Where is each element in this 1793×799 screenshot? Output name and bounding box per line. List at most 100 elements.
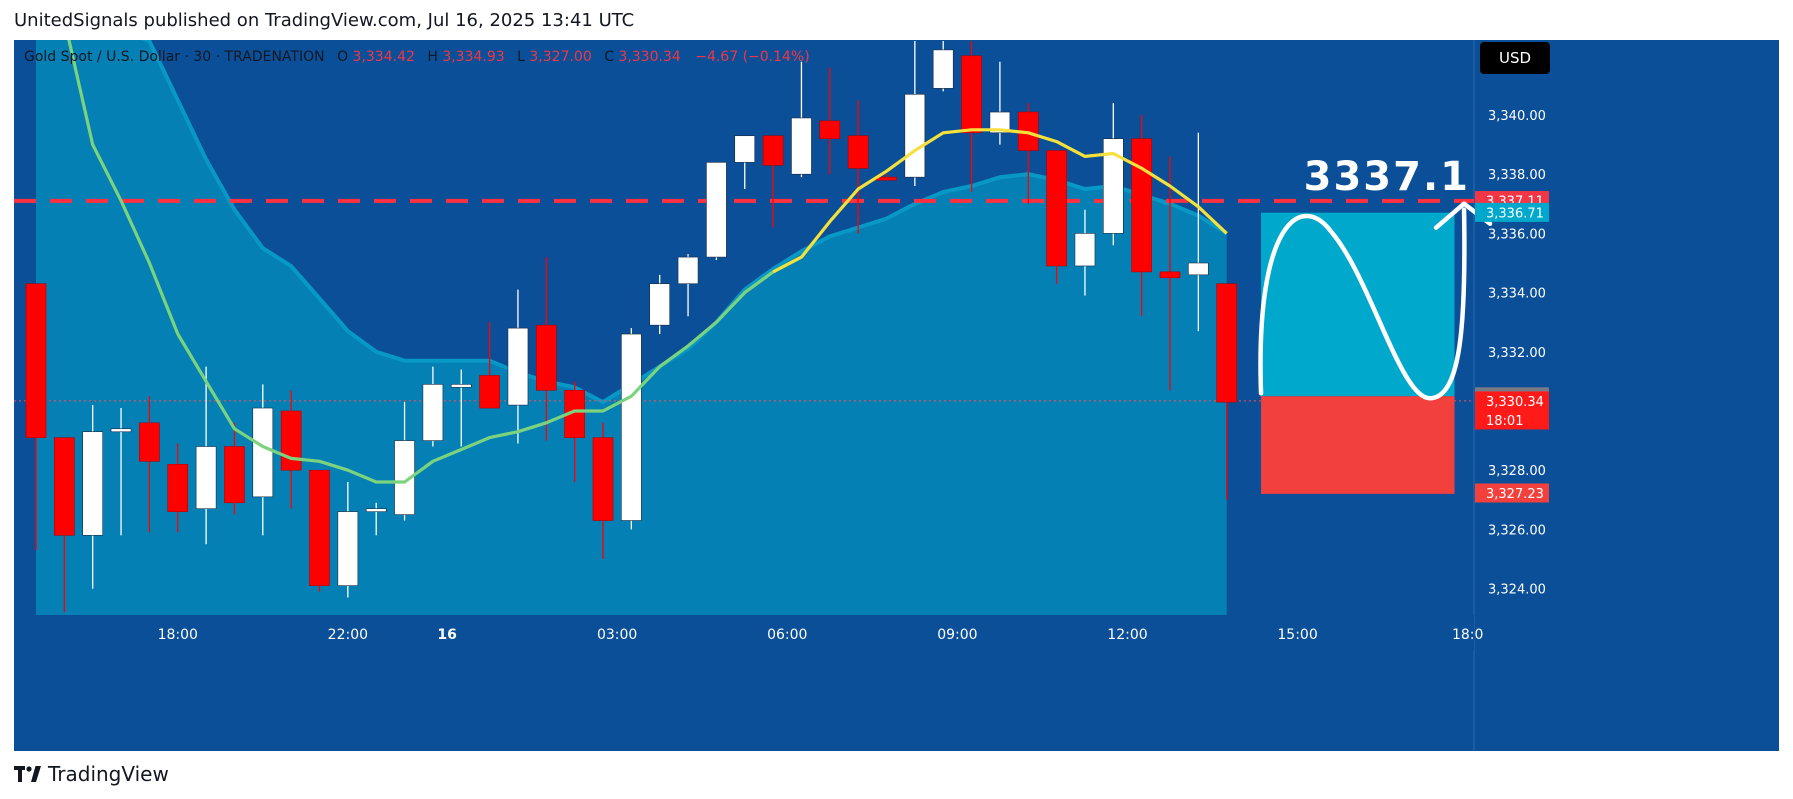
price-tick-label: 3,324.00 <box>1488 583 1546 598</box>
price-tag-target: 3,336.71 <box>1475 202 1549 222</box>
chart-area[interactable]: 3,340.00 3,338.00 3,336.00 3,334.00 3,332.00… <box>14 40 1779 751</box>
candle <box>734 135 756 189</box>
candle <box>904 41 926 187</box>
candle-body-up <box>507 327 529 406</box>
candle <box>762 135 784 228</box>
candle <box>252 384 274 536</box>
prediction-curve <box>1258 207 1467 401</box>
candle <box>819 67 841 175</box>
candle-body-down <box>592 437 614 521</box>
candle <box>450 369 472 447</box>
candle <box>649 274 671 335</box>
target-zone <box>1261 212 1455 397</box>
candle-body-down <box>1159 271 1181 279</box>
change-value: −4.67 (−0.14%) <box>695 49 809 65</box>
candle <box>25 283 47 551</box>
prediction-label: 3337.1 <box>1304 154 1470 200</box>
close-value: 3,330.34 <box>618 49 680 65</box>
price-tick-label: 3,326.00 <box>1488 523 1546 538</box>
candle-body-up <box>82 431 103 536</box>
candle <box>706 162 727 261</box>
candle <box>507 289 529 444</box>
low-value: 3,327.00 <box>529 49 591 65</box>
ma-band-area <box>36 40 1227 615</box>
candle-body-down <box>819 120 841 139</box>
candle-body-up <box>649 283 671 326</box>
candle <box>621 328 642 530</box>
time-tick-label: 18:00 <box>158 627 198 643</box>
symbol-legend[interactable]: Gold Spot / U.S. Dollar · 30 · TRADENATI… <box>24 49 810 65</box>
price-tick-label: 3,336.00 <box>1488 227 1546 242</box>
candle <box>847 100 869 234</box>
candle-body-down <box>54 437 75 536</box>
price-tag-bg <box>1475 483 1549 503</box>
time-scale-panel[interactable] <box>14 615 1474 651</box>
candle <box>479 322 500 409</box>
candle-body-up <box>706 162 727 258</box>
candle <box>195 366 217 545</box>
candle-body-up <box>791 117 812 175</box>
price-tag-bg <box>1475 391 1549 430</box>
candle <box>1159 156 1181 391</box>
price-tick-label: 3,338.00 <box>1488 168 1546 183</box>
currency-button[interactable]: USD <box>1480 42 1550 74</box>
candle <box>677 254 699 317</box>
candle-body-down <box>1131 138 1152 273</box>
candle <box>365 502 387 536</box>
time-tick-label: 03:00 <box>597 627 637 643</box>
price-tag-value: 3,327.23 <box>1486 487 1544 502</box>
time-tick-label: 18:0 <box>1452 627 1483 643</box>
footer-brand[interactable]: TradingView <box>14 762 169 786</box>
candle-body-down <box>961 55 982 134</box>
candle-body-up <box>677 256 699 285</box>
currency-button-bg <box>1480 42 1550 74</box>
price-tag-value: 3,336.71 <box>1486 206 1544 221</box>
candle-body-down <box>847 135 869 169</box>
candle-body-down <box>762 135 784 166</box>
candle <box>1074 209 1096 296</box>
price-tick-label: 3,328.00 <box>1488 464 1546 479</box>
candle-body-up <box>394 440 415 515</box>
time-tick-label: 12:00 <box>1107 627 1147 643</box>
stop-zone <box>1261 396 1455 494</box>
time-tick-label: 09:00 <box>937 627 977 643</box>
currency-label: USD <box>1499 49 1531 67</box>
footer-brand-text: TradingView <box>48 762 169 786</box>
high-label: H <box>427 49 438 65</box>
candle <box>54 437 75 613</box>
time-axis: 18:00 22:00 16 03:00 06:00 09:00 12:00 15:00 18:… <box>158 627 1484 643</box>
price-tag-stop: 3,327.23 <box>1475 483 1549 503</box>
price-tag-last: 3,330.34 18:01 <box>1475 391 1549 430</box>
candle-body-up <box>621 333 642 521</box>
candle <box>564 381 585 483</box>
candle-body-up <box>989 111 1011 134</box>
candle <box>82 405 103 589</box>
candle-body-down <box>1046 150 1067 267</box>
candle <box>309 469 330 592</box>
candle <box>224 422 245 515</box>
open-label: O <box>337 49 348 65</box>
candles <box>25 41 1237 613</box>
price-tag-countdown: 18:01 <box>1486 414 1523 429</box>
moving-average <box>67 40 1228 484</box>
candle-body-down <box>309 469 330 586</box>
symbol-title: Gold Spot / U.S. Dollar · 30 · TRADENATI… <box>24 49 325 65</box>
candle <box>1188 132 1209 332</box>
price-tag-value: 3,330.34 <box>1486 395 1544 410</box>
publish-header: UnitedSignals published on TradingView.c… <box>14 10 634 31</box>
candle <box>932 41 954 92</box>
candle <box>110 408 132 536</box>
time-tick-label: 16 <box>437 627 456 643</box>
candle-body-up <box>195 446 217 509</box>
candle <box>394 402 415 521</box>
open-value: 3,334.42 <box>353 49 415 65</box>
candle <box>167 443 189 533</box>
candle-body-down <box>876 176 897 181</box>
candle-body-down <box>224 446 245 504</box>
candle-body-up <box>337 511 359 586</box>
price-tick-label: 3,334.00 <box>1488 287 1546 302</box>
candle-body-up <box>365 508 387 512</box>
publish-header-text: UnitedSignals published on TradingView.c… <box>14 10 635 31</box>
ma-line-yellow <box>772 128 1228 274</box>
candle <box>422 366 444 447</box>
